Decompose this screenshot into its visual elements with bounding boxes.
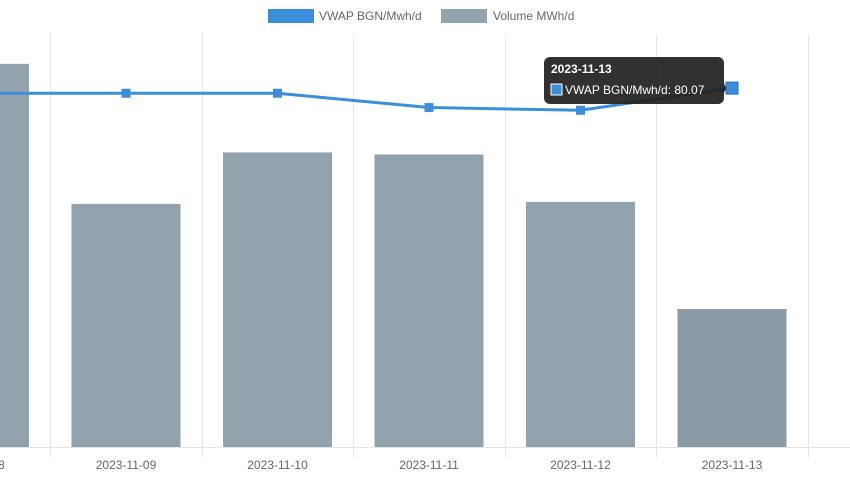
vwap-point[interactable] xyxy=(424,103,434,113)
tooltip-box xyxy=(544,57,724,104)
volume-bar[interactable] xyxy=(677,308,787,447)
x-tick-label: 2023-11-13 xyxy=(702,458,763,472)
volume-bars xyxy=(0,63,787,448)
legend-label[interactable]: VWAP BGN/Mwh/d xyxy=(319,9,422,23)
x-tick-label: 2023-11-10 xyxy=(247,458,308,472)
volume-bar[interactable] xyxy=(223,152,332,448)
vwap-point[interactable] xyxy=(121,88,131,98)
tooltip-value: VWAP BGN/Mwh/d: 80.07 xyxy=(565,83,705,97)
x-tick-label: 2023-11-11 xyxy=(399,458,459,472)
volume-bar[interactable] xyxy=(0,63,29,448)
tooltip-swatch xyxy=(550,83,563,96)
x-tick-label: 2023-11-08 xyxy=(0,458,5,472)
tooltip: 2023-11-13 VWAP BGN/Mwh/d: 80.07 xyxy=(544,57,726,104)
tooltip-caret xyxy=(724,83,726,94)
x-tick-label: 2023-11-12 xyxy=(550,458,611,472)
legend-swatch[interactable] xyxy=(268,9,314,23)
tooltip-title: 2023-11-13 xyxy=(551,62,612,76)
volume-bar[interactable] xyxy=(71,203,181,447)
x-tick-label: 2023-11-09 xyxy=(96,458,157,472)
volume-bar[interactable] xyxy=(374,154,484,448)
x-axis-ticks: 2023-11-08 2023-11-09 2023-11-10 2023-11-11… xyxy=(0,458,763,472)
vwap-line xyxy=(0,81,739,115)
legend[interactable]: VWAP BGN/Mwh/d Volume MWh/d xyxy=(268,9,574,23)
vwap-line-path xyxy=(0,86,733,112)
vwap-point[interactable] xyxy=(576,105,585,115)
vwap-point[interactable] xyxy=(273,88,282,98)
legend-swatch[interactable] xyxy=(441,9,487,23)
legend-label[interactable]: Volume MWh/d xyxy=(493,9,574,23)
grid-lines xyxy=(0,35,850,457)
volume-bar[interactable] xyxy=(526,201,635,447)
vwap-point[interactable] xyxy=(725,81,739,95)
